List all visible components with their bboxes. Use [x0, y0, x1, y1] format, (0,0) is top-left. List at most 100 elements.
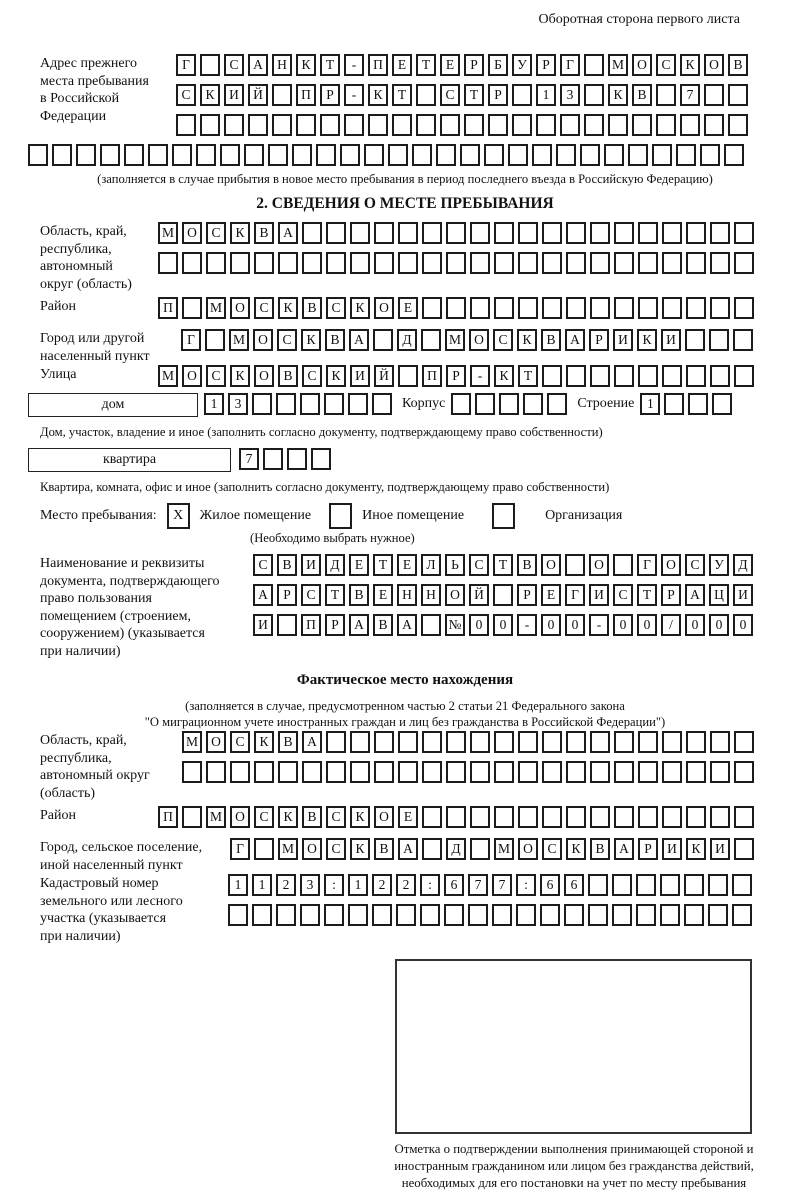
char-box: Т — [325, 584, 345, 606]
char-box — [200, 54, 220, 76]
char-box — [422, 806, 442, 828]
char-box — [704, 114, 724, 136]
char-box — [518, 297, 538, 319]
checkbox-organizatsiya[interactable] — [492, 503, 516, 529]
char-box: 0 — [565, 614, 585, 636]
char-box: А — [398, 838, 418, 860]
char-box — [686, 731, 706, 753]
char-box: С — [176, 84, 196, 106]
char-box — [416, 114, 436, 136]
char-box — [499, 393, 520, 415]
char-box: О — [661, 554, 681, 576]
char-box — [28, 144, 48, 166]
char-box — [422, 297, 442, 319]
char-box: Д — [325, 554, 345, 576]
char-box — [278, 761, 298, 783]
char-box: Р — [277, 584, 297, 606]
dom-caption: Дом, участок, владение и иное (заполнить… — [40, 425, 603, 439]
char-box — [686, 761, 706, 783]
char-box — [440, 114, 460, 136]
char-box: В — [278, 731, 298, 753]
char-box: Р — [589, 329, 609, 351]
char-box — [206, 761, 226, 783]
char-box — [608, 114, 628, 136]
char-box: П — [158, 806, 178, 828]
char-box: К — [326, 365, 346, 387]
char-box — [734, 761, 754, 783]
char-box: 0 — [541, 614, 561, 636]
char-box — [372, 904, 392, 926]
checkbox-inoe[interactable] — [329, 503, 353, 529]
char-box: Н — [397, 584, 417, 606]
kvartira-number-row: 7 — [239, 448, 335, 470]
char-box: А — [302, 731, 322, 753]
char-box — [542, 806, 562, 828]
char-box — [470, 838, 490, 860]
char-box: : — [420, 874, 440, 896]
char-box — [254, 761, 274, 783]
char-box — [421, 614, 441, 636]
fact-rayon-label: Район — [40, 808, 76, 823]
char-box — [662, 731, 682, 753]
char-box — [660, 874, 680, 896]
char-box: В — [325, 329, 345, 351]
char-box: 2 — [396, 874, 416, 896]
char-box — [662, 806, 682, 828]
char-box — [518, 252, 538, 274]
checkbox-zhiloe[interactable]: X — [166, 503, 190, 529]
char-box — [326, 731, 346, 753]
char-box — [508, 144, 528, 166]
char-box: О — [445, 584, 465, 606]
char-box — [244, 144, 264, 166]
char-box: К — [566, 838, 586, 860]
char-box: В — [374, 838, 394, 860]
char-box — [494, 731, 514, 753]
char-box — [566, 761, 586, 783]
char-box — [324, 904, 344, 926]
char-box: С — [206, 365, 226, 387]
char-box — [523, 393, 544, 415]
char-box — [728, 114, 748, 136]
char-box: Т — [464, 84, 484, 106]
char-box: А — [614, 838, 634, 860]
char-box: Е — [541, 584, 561, 606]
char-box: К — [296, 54, 316, 76]
char-box: Р — [536, 54, 556, 76]
char-box — [584, 114, 604, 136]
char-box: С — [469, 554, 489, 576]
char-box — [470, 252, 490, 274]
char-box: 1 — [252, 874, 272, 896]
char-box — [422, 252, 442, 274]
char-box: 7 — [468, 874, 488, 896]
char-box — [656, 114, 676, 136]
char-box — [374, 252, 394, 274]
char-box — [176, 114, 196, 136]
char-box — [340, 144, 360, 166]
char-box: К — [278, 806, 298, 828]
char-box: Д — [397, 329, 417, 351]
char-box — [536, 114, 556, 136]
char-box — [662, 222, 682, 244]
char-box: Т — [637, 584, 657, 606]
char-box: И — [661, 329, 681, 351]
char-box: Р — [488, 84, 508, 106]
char-box — [710, 731, 730, 753]
korpus-label: Корпус — [402, 396, 446, 411]
char-box — [398, 761, 418, 783]
char-box: И — [589, 584, 609, 606]
char-box: А — [278, 222, 298, 244]
char-box: Е — [398, 806, 418, 828]
char-box: К — [686, 838, 706, 860]
char-box — [638, 761, 658, 783]
char-box — [205, 329, 225, 351]
char-box: О — [469, 329, 489, 351]
char-box — [416, 84, 436, 106]
char-box — [388, 144, 408, 166]
